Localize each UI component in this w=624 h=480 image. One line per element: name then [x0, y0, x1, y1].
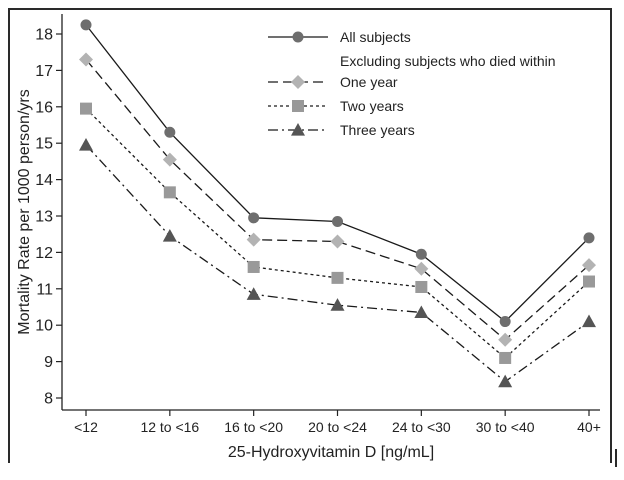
data-point-two-years	[331, 271, 344, 284]
data-point-one-year	[414, 261, 429, 276]
x-tick-label: 24 to <30	[392, 419, 451, 435]
data-point-three-years	[79, 138, 93, 151]
data-point-one-year	[498, 332, 513, 347]
x-tick-label: <12	[74, 419, 98, 435]
y-tick-label: 12	[35, 245, 53, 262]
data-point-one-year	[162, 152, 177, 167]
series-markers	[79, 19, 596, 388]
y-tick-label: 8	[44, 391, 53, 408]
data-point-one-year	[246, 232, 261, 247]
data-point-all-subjects	[332, 215, 343, 227]
series-lines	[85, 24, 590, 383]
data-point-all-subjects	[415, 248, 427, 260]
legend: Excluding subjects who died within All s…	[268, 29, 556, 138]
legend-note: Excluding subjects who died within	[340, 53, 556, 69]
data-point-three-years	[582, 314, 596, 328]
x-tick-label: 16 to <20	[224, 419, 283, 435]
y-tick-label: 11	[36, 281, 53, 298]
y-tick-label: 16	[35, 99, 53, 116]
y-tick-label: 10	[35, 318, 53, 335]
legend-label-one-year: One year	[340, 74, 398, 90]
legend-label-two-years: Two years	[340, 98, 404, 114]
legend-label-all-subjects: All subjects	[340, 29, 411, 45]
x-axis-label: 25-Hydroxyvitamin D [ng/mL]	[228, 444, 434, 461]
x-tick-label: 40+	[577, 419, 601, 435]
series-line-two-years	[85, 108, 590, 359]
data-point-one-year	[582, 258, 596, 273]
x-axis-ticks: <12 12 to <16 16 to <20 20 to <24 24 to <30 3…	[74, 410, 601, 435]
x-tick-label: 12 to <16	[140, 419, 199, 435]
x-tick-label: 30 to <40	[476, 419, 535, 435]
data-point-two-years	[163, 186, 176, 199]
data-point-two-years	[415, 280, 428, 293]
data-point-three-years	[246, 287, 261, 300]
series-line-one-year	[85, 59, 590, 341]
legend-label-three-years: Three years	[340, 122, 415, 138]
data-point-three-years	[330, 298, 345, 311]
data-point-one-year	[330, 234, 345, 249]
y-tick-label: 17	[35, 63, 53, 80]
data-point-one-year	[79, 52, 93, 67]
series-line-three-years	[85, 144, 590, 383]
x-tick-label: 20 to <24	[308, 419, 367, 435]
y-tick-label: 18	[35, 27, 53, 44]
y-tick-label: 14	[35, 172, 53, 189]
data-point-three-years	[162, 229, 177, 242]
y-axis-label: Mortality Rate per 1000 person/yrs	[16, 89, 33, 334]
data-point-all-subjects	[499, 316, 511, 328]
data-point-two-years	[80, 102, 92, 115]
data-point-all-subjects	[164, 126, 176, 138]
data-point-two-years	[499, 351, 512, 364]
frame-tick-mark	[615, 449, 617, 467]
y-tick-label: 13	[35, 209, 53, 226]
legend-marker-two-years	[292, 100, 304, 112]
data-point-all-subjects	[248, 212, 260, 224]
data-point-three-years	[414, 305, 429, 319]
legend-marker-all-subjects	[292, 31, 304, 43]
data-point-all-subjects	[583, 232, 595, 244]
data-point-all-subjects	[80, 19, 92, 31]
data-point-two-years	[247, 260, 260, 273]
data-point-two-years	[583, 275, 595, 288]
legend-marker-one-year	[291, 75, 305, 89]
y-tick-label: 9	[44, 354, 53, 371]
chart-frame	[8, 8, 612, 463]
y-axis-ticks: 8 9 10 11 12 13 14 15 16 17 18	[35, 27, 62, 408]
y-tick-label: 15	[35, 136, 53, 153]
data-point-three-years	[498, 374, 513, 388]
legend-marker-three-years	[291, 123, 305, 136]
axes	[61, 14, 600, 411]
